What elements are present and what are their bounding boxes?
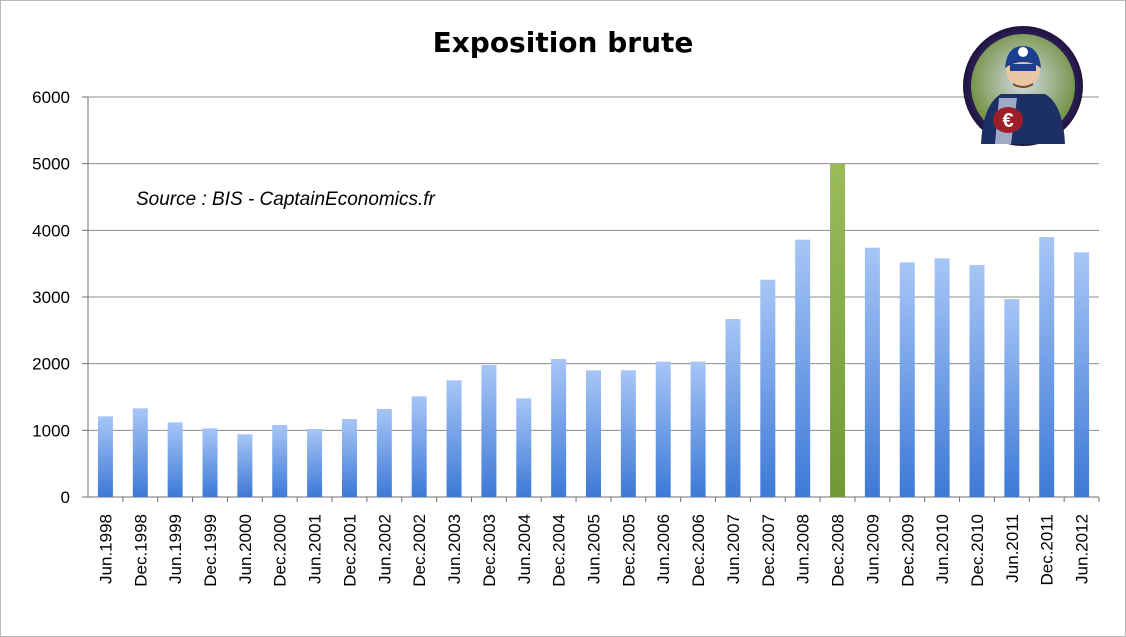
bar-dec-1999 <box>202 428 218 497</box>
bar-jun-2006 <box>655 361 671 497</box>
bar-jun-2010 <box>934 258 950 497</box>
x-tick-label: Dec.2010 <box>968 514 987 587</box>
captain-economics-logo-icon: € <box>963 26 1083 146</box>
bar-jun-2008 <box>795 239 811 497</box>
bar-jun-2012 <box>1074 252 1090 497</box>
x-tick-label: Dec.2007 <box>759 514 778 587</box>
x-tick-label: Dec.2006 <box>689 514 708 587</box>
bar-dec-2010 <box>969 265 985 497</box>
chart-title: Exposition brute <box>432 26 694 59</box>
bar-dec-2002 <box>411 396 427 497</box>
y-tick-label: 6000 <box>32 88 70 107</box>
y-tick-label: 4000 <box>32 221 70 240</box>
x-tick-label: Jun.2002 <box>375 514 394 584</box>
x-tick-label: Dec.2009 <box>898 514 917 587</box>
bar-dec-2004 <box>551 359 567 497</box>
x-tick-label: Dec.2004 <box>550 514 569 587</box>
x-tick-label: Jun.1999 <box>166 514 185 584</box>
bars <box>97 163 1090 497</box>
x-tick-label: Jun.2004 <box>515 514 534 584</box>
x-tick-label: Jun.2009 <box>863 514 882 584</box>
bar-dec-2003 <box>481 365 497 497</box>
x-tick-label: Jun.2007 <box>724 514 743 584</box>
x-axis: Jun.1998 Dec.1998 Jun.1999 Dec.1999 Jun.2000… <box>96 497 1100 587</box>
gridlines <box>88 96 1099 498</box>
x-tick-label: Jun.2008 <box>794 514 813 584</box>
x-tick-label: Jun.2011 <box>1003 514 1022 583</box>
bar-jun-2011 <box>1004 299 1020 497</box>
svg-text:€: € <box>1002 110 1013 132</box>
bar-dec-2008 <box>830 163 846 497</box>
x-tick-label: Dec.2001 <box>340 514 359 587</box>
x-tick-label: Jun.2005 <box>585 514 604 584</box>
y-tick-label: 0 <box>61 488 70 507</box>
bar-dec-1998 <box>132 408 148 497</box>
y-tick-label: 5000 <box>32 155 70 174</box>
y-tick-label: 2000 <box>32 355 70 374</box>
bar-jun-2007 <box>725 319 741 497</box>
bar-jun-2001 <box>307 429 323 497</box>
bar-jun-2009 <box>864 247 880 497</box>
x-tick-label: Jun.2012 <box>1073 514 1092 584</box>
x-tick-label: Dec.2002 <box>410 514 429 587</box>
x-tick-label: Dec.2003 <box>480 514 499 587</box>
bar-jun-2004 <box>516 398 532 497</box>
bar-jun-2000 <box>237 434 253 497</box>
bar-dec-2005 <box>620 370 636 497</box>
x-tick-label: Dec.2011 <box>1038 514 1057 586</box>
x-tick-label: Jun.1998 <box>96 514 115 584</box>
bar-jun-1998 <box>97 416 113 497</box>
x-tick-label: Jun.2000 <box>236 514 255 584</box>
source-annotation: Source : BIS - CaptainEconomics.fr <box>136 189 435 210</box>
x-tick-label: Dec.2000 <box>271 514 290 587</box>
bar-jun-1999 <box>167 422 183 497</box>
bar-dec-2009 <box>899 262 915 497</box>
bar-dec-2011 <box>1039 237 1055 497</box>
bar-dec-2007 <box>760 279 776 497</box>
bar-jun-2003 <box>446 380 462 497</box>
y-tick-label: 3000 <box>32 288 70 307</box>
x-tick-label: Dec.2008 <box>829 514 848 587</box>
bar-jun-2002 <box>376 409 392 497</box>
y-tick-label: 1000 <box>32 421 70 440</box>
x-tick-label: Jun.2010 <box>933 514 952 584</box>
x-tick-label: Jun.2001 <box>306 514 325 584</box>
y-axis: 0 1000 2000 3000 4000 5000 6000 <box>32 88 89 507</box>
x-tick-label: Jun.2006 <box>654 514 673 584</box>
bar-dec-2000 <box>272 425 288 497</box>
x-tick-label: Dec.1998 <box>131 514 150 587</box>
bar-dec-2006 <box>690 361 706 497</box>
x-tick-label: Dec.2005 <box>619 514 638 587</box>
x-tick-label: Dec.1999 <box>201 514 220 587</box>
bar-dec-2001 <box>341 419 357 497</box>
bar-jun-2005 <box>586 370 601 497</box>
x-tick-label: Jun.2003 <box>445 514 464 584</box>
